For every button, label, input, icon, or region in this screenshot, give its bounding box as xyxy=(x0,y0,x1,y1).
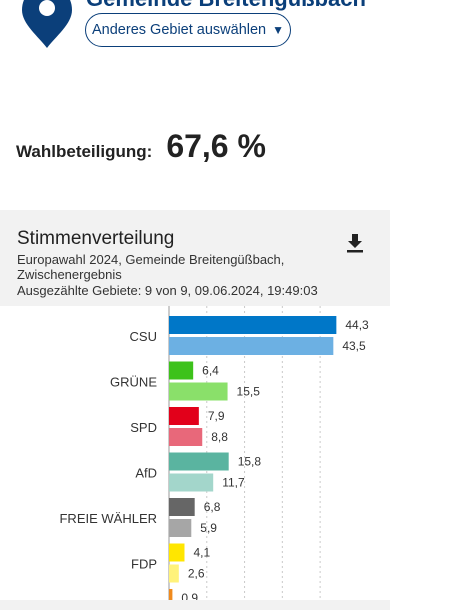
value-label-previous-1: 43,5 xyxy=(342,339,366,353)
party-label-3: SPD xyxy=(130,420,157,435)
turnout-value: 67,6 % xyxy=(166,128,266,164)
value-label-previous-6: 2,6 xyxy=(188,567,205,581)
bar-current-6[interactable] xyxy=(169,543,185,562)
panel-title: Stimmenverteilung xyxy=(17,228,175,249)
party-label-1: CSU xyxy=(130,329,157,344)
value-label-previous-4: 11,7 xyxy=(222,476,245,490)
location-pin-icon xyxy=(22,0,72,48)
vote-chart: 44,3 43,5 CSU 6,4 15,5 GRÜNE 7,9 8,8 SPD 15,8 11,7… xyxy=(59,306,369,600)
panel-subtitle-line1: Europawahl 2024, Gemeinde Breitengüßbach… xyxy=(17,252,285,267)
value-label-current-5: 6,8 xyxy=(204,500,221,514)
bar-previous-2[interactable] xyxy=(169,382,228,401)
value-label-previous-2: 15,5 xyxy=(237,385,261,399)
party-label-2: GRÜNE xyxy=(110,375,157,390)
value-label-current-2: 6,4 xyxy=(202,364,219,378)
value-label-current-3: 7,9 xyxy=(208,409,225,423)
value-label-current-4: 15,8 xyxy=(238,455,262,469)
party-label-6: FDP xyxy=(131,557,157,572)
turnout: Wahlbeteiligung: 67,6 % xyxy=(16,128,266,165)
value-label-current-7: 0,9 xyxy=(181,591,198,600)
bar-current-7[interactable] xyxy=(169,589,173,600)
value-label-previous-3: 8,8 xyxy=(211,430,228,444)
value-label-current-1: 44,3 xyxy=(345,318,369,332)
bar-previous-5[interactable] xyxy=(169,519,192,537)
party-label-4: AfD xyxy=(135,466,157,481)
turnout-label: Wahlbeteiligung: xyxy=(16,142,153,161)
bar-previous-6[interactable] xyxy=(169,564,179,583)
value-label-current-6: 4,1 xyxy=(193,546,210,560)
change-area-label: Anderes Gebiet auswählen xyxy=(92,22,267,38)
bar-current-2[interactable] xyxy=(169,361,194,380)
panel-subtitle-line2: Zwischenergebnis xyxy=(17,267,122,282)
panel-subtitle-line3: Ausgezählte Gebiete: 9 von 9, 09.06.2024… xyxy=(17,283,318,298)
bar-current-5[interactable] xyxy=(169,498,195,516)
dropdown-triangle-icon: ▼ xyxy=(272,23,284,37)
party-label-5: FREIE WÄHLER xyxy=(59,511,157,526)
bar-previous-3[interactable] xyxy=(169,428,203,446)
bar-current-4[interactable] xyxy=(169,452,229,471)
bar-current-3[interactable] xyxy=(169,407,199,425)
bar-previous-4[interactable] xyxy=(169,473,214,492)
download-icon[interactable] xyxy=(344,232,366,254)
bar-current-1[interactable] xyxy=(169,316,337,334)
change-area-button[interactable]: Anderes Gebiet auswählen ▼ xyxy=(85,13,291,47)
bar-previous-1[interactable] xyxy=(169,337,334,355)
chart-area: 44,3 43,5 CSU 6,4 15,5 GRÜNE 7,9 8,8 SPD 15,8 11,7… xyxy=(0,306,390,600)
area-title: Gemeinde Breitengüßbach xyxy=(86,0,366,12)
value-label-previous-5: 5,9 xyxy=(200,521,217,535)
